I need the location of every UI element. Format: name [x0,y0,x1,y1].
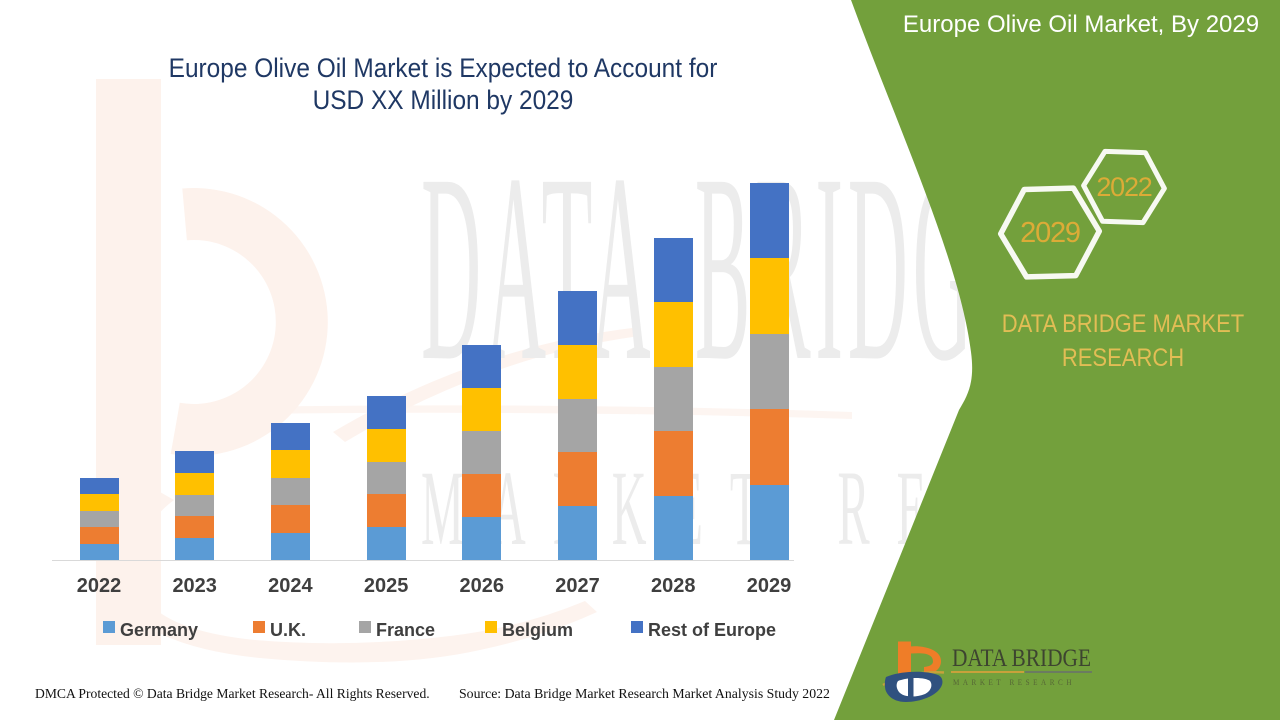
svg-text:2029: 2029 [1020,217,1080,249]
svg-text:DATA BRIDGE: DATA BRIDGE [952,645,1091,672]
svg-text:2022: 2022 [1096,172,1151,202]
svg-text:MARKET RESEARCH: MARKET RESEARCH [953,678,1075,687]
